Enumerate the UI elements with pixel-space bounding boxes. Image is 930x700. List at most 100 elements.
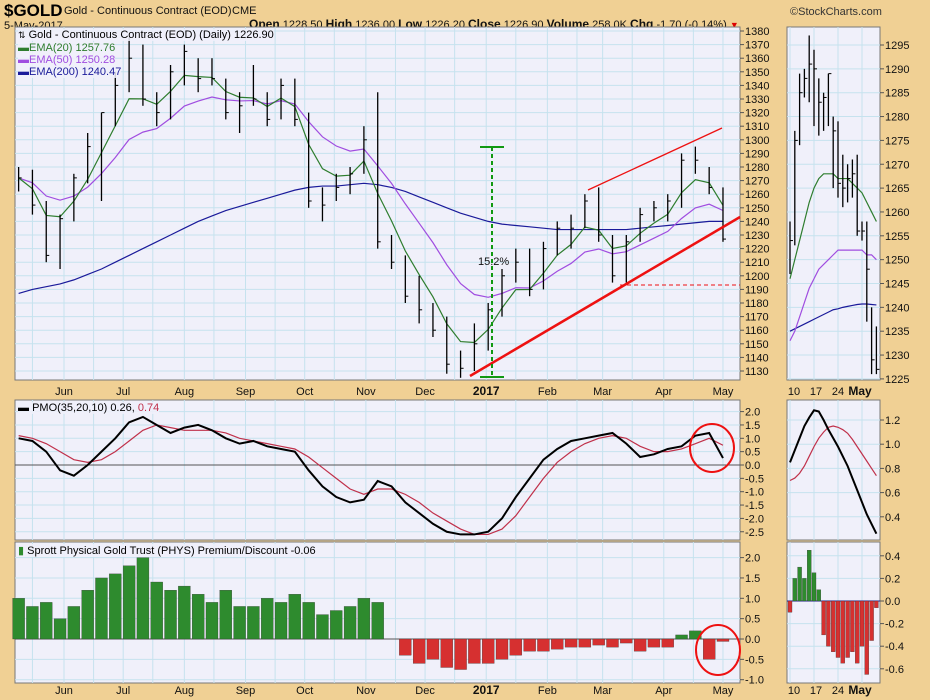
mini-x-tick-label: May bbox=[848, 384, 872, 398]
mini-pmo-line bbox=[789, 409, 878, 535]
y-tick-label: 1.0 bbox=[745, 433, 760, 445]
y-tick-label: -0.5 bbox=[745, 473, 764, 485]
premium-bar bbox=[606, 638, 619, 648]
mini-x-tick-label: 17 bbox=[810, 386, 822, 398]
y-tick-label: 0.0 bbox=[745, 460, 760, 472]
y-tick-label: -0.2 bbox=[885, 619, 904, 631]
premium-bar bbox=[40, 602, 53, 640]
premium-bar bbox=[661, 638, 674, 648]
y-tick-label: 1140 bbox=[745, 352, 769, 364]
x-tick-label: Nov bbox=[356, 386, 376, 398]
y-tick-label: 1240 bbox=[745, 216, 769, 228]
premium-bar bbox=[633, 638, 647, 652]
y-tick-label: 1.5 bbox=[745, 573, 760, 585]
premium-bar bbox=[592, 638, 605, 646]
premium-bar bbox=[495, 638, 509, 660]
mini-premium-bar bbox=[845, 600, 850, 658]
y-tick-label: 1270 bbox=[885, 159, 909, 171]
mini-premium-bar bbox=[859, 600, 865, 647]
y-tick-label: 1.2 bbox=[885, 415, 900, 427]
mini-premium-bar bbox=[864, 600, 869, 675]
panel-3 bbox=[786, 26, 881, 381]
premium-bar bbox=[399, 638, 412, 656]
y-tick-label: 1255 bbox=[885, 231, 909, 243]
rally-pct-label: 15.2% bbox=[478, 256, 510, 268]
y-tick-label: 1370 bbox=[745, 40, 769, 52]
brand-logo[interactable]: ©StockCharts.com bbox=[790, 6, 882, 18]
y-tick-label: 1250 bbox=[885, 255, 909, 267]
premium-bar bbox=[620, 638, 633, 644]
mini-premium-bar bbox=[792, 578, 797, 602]
x-tick-label: Jul bbox=[116, 685, 130, 697]
mini-premium-bar bbox=[869, 600, 874, 641]
mini-premium-bar bbox=[855, 600, 860, 664]
premium-bar bbox=[192, 594, 205, 640]
premium-bar bbox=[274, 602, 288, 640]
mini-premium-bar bbox=[821, 600, 826, 636]
y-tick-label: 1350 bbox=[745, 67, 769, 79]
x-tick-label: Jun bbox=[55, 685, 73, 697]
y-tick-label: 1270 bbox=[745, 176, 769, 188]
panel-4 bbox=[786, 399, 881, 541]
x-tick-label: Feb bbox=[538, 685, 557, 697]
y-tick-label: 1285 bbox=[885, 88, 909, 100]
premium-bar bbox=[357, 598, 371, 640]
ema20-line bbox=[18, 74, 724, 344]
premium-bar bbox=[178, 585, 191, 640]
instrument-name: Gold - Continuous Contract (EOD) bbox=[64, 5, 232, 17]
mini-premium-bar bbox=[840, 600, 845, 664]
premium-bar bbox=[81, 590, 94, 640]
y-tick-label: 1.5 bbox=[745, 420, 760, 432]
y-tick-label: 1260 bbox=[745, 189, 769, 201]
y-tick-label: 1275 bbox=[885, 135, 909, 147]
x-tick-label: Mar bbox=[593, 685, 612, 697]
premium-bar bbox=[53, 618, 67, 640]
triangle-down-icon: ▼ bbox=[729, 20, 739, 30]
x-tick-label: Dec bbox=[415, 685, 435, 697]
x-tick-label: Nov bbox=[356, 685, 376, 697]
mini-premium-bar bbox=[811, 572, 817, 602]
premium-bar bbox=[343, 606, 357, 640]
y-tick-label: 1380 bbox=[745, 26, 769, 38]
y-tick-label: 1330 bbox=[745, 94, 769, 106]
premium-bar bbox=[136, 557, 150, 640]
mini-premium-bar bbox=[874, 600, 879, 608]
mini-premium-bar bbox=[816, 589, 821, 602]
premium-bar bbox=[150, 581, 163, 640]
premium-bar bbox=[316, 614, 329, 640]
y-tick-label: 1260 bbox=[885, 207, 909, 219]
x-tick-label: Aug bbox=[175, 685, 195, 697]
y-tick-label: 1340 bbox=[745, 80, 769, 92]
premium-bar bbox=[716, 638, 730, 642]
mini-ema200-line bbox=[789, 303, 877, 332]
y-tick-label: 1130 bbox=[745, 366, 769, 378]
y-tick-label: 1230 bbox=[745, 230, 769, 242]
premium-highlight-circle bbox=[695, 624, 741, 676]
y-tick-label: 1240 bbox=[885, 302, 909, 314]
y-tick-label: 0.8 bbox=[885, 463, 900, 475]
y-tick-label: -1.0 bbox=[745, 675, 764, 687]
x-tick-label: May bbox=[713, 386, 734, 398]
mini-premium-bar bbox=[797, 566, 802, 602]
mini-x-tick-label: May bbox=[848, 683, 872, 697]
x-tick-label: Dec bbox=[415, 386, 435, 398]
x-tick-label: Jul bbox=[116, 386, 130, 398]
premium-bar bbox=[261, 598, 274, 640]
x-tick-label: Sep bbox=[236, 386, 256, 398]
resistance-trendline bbox=[587, 127, 723, 191]
premium-bar bbox=[288, 594, 301, 640]
y-tick-label: -0.6 bbox=[885, 664, 904, 676]
premium-bar bbox=[523, 638, 536, 652]
legend-ema20: ▬EMA(20) 1257.76 bbox=[18, 42, 116, 54]
x-tick-label: 2017 bbox=[473, 384, 500, 398]
premium-bar bbox=[330, 610, 343, 640]
y-tick-label: 1290 bbox=[885, 64, 909, 76]
y-tick-label: 1210 bbox=[745, 257, 769, 269]
y-tick-label: 1290 bbox=[745, 148, 769, 160]
premium-bar bbox=[109, 573, 122, 640]
ema50-line bbox=[18, 96, 724, 298]
premium-bar bbox=[468, 638, 481, 664]
y-tick-label: 0.4 bbox=[885, 512, 900, 524]
premium-bar bbox=[233, 606, 246, 640]
support-trendline bbox=[469, 215, 741, 378]
